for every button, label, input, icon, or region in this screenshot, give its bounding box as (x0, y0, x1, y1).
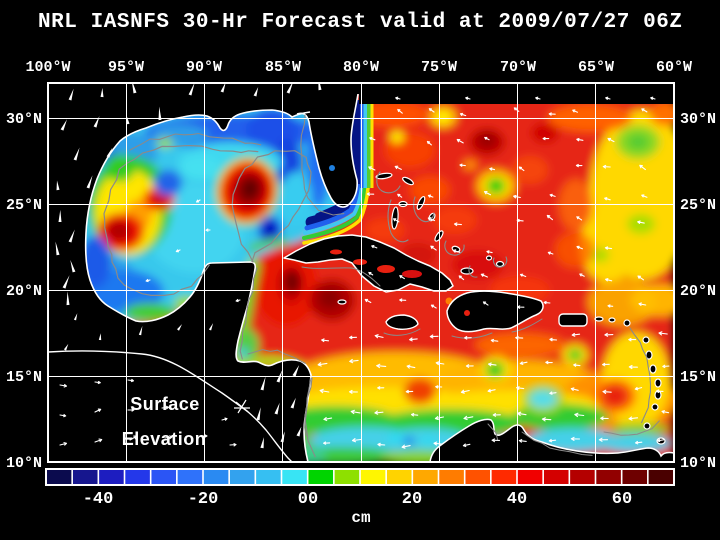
svg-text:60°W: 60°W (656, 59, 692, 76)
svg-text:95°W: 95°W (108, 59, 144, 76)
svg-text:25°N: 25°N (6, 197, 42, 214)
svg-text:20°N: 20°N (6, 283, 42, 300)
svg-text:20°N: 20°N (680, 283, 716, 300)
svg-text:80°W: 80°W (343, 59, 379, 76)
svg-text:30°N: 30°N (6, 111, 42, 128)
svg-text:65°W: 65°W (578, 59, 614, 76)
svg-text:25°N: 25°N (680, 197, 716, 214)
svg-text:00: 00 (298, 490, 318, 509)
svg-text:10°N: 10°N (680, 455, 716, 472)
svg-text:15°N: 15°N (6, 369, 42, 386)
svg-text:40: 40 (507, 490, 527, 509)
svg-text:75°W: 75°W (421, 59, 457, 76)
svg-text:30°N: 30°N (680, 111, 716, 128)
svg-text:-20: -20 (188, 490, 219, 509)
svg-text:Surface: Surface (130, 394, 200, 414)
svg-text:Elevation: Elevation (122, 429, 207, 449)
svg-text:-40: -40 (83, 490, 114, 509)
svg-text:100°W: 100°W (25, 59, 70, 76)
svg-text:85°W: 85°W (265, 59, 301, 76)
svg-text:NRL IASNFS 30-Hr Forecast val: NRL IASNFS 30-Hr Forecast valid at 2009/… (38, 11, 682, 34)
svg-text:10°N: 10°N (6, 455, 42, 472)
svg-text:60: 60 (612, 490, 632, 509)
svg-text:90°W: 90°W (186, 59, 222, 76)
svg-text:70°W: 70°W (500, 59, 536, 76)
svg-text:cm: cm (351, 509, 371, 527)
svg-text:15°N: 15°N (680, 369, 716, 386)
svg-text:20: 20 (402, 490, 422, 509)
